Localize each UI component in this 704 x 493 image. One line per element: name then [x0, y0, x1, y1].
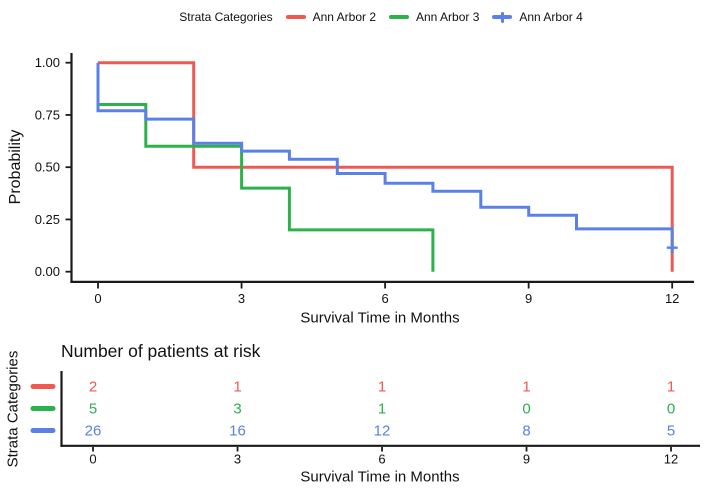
legend-title: Strata Categories — [179, 10, 273, 24]
risk-count: 12 — [374, 423, 391, 440]
legend-item-ann-arbor-2: Ann Arbor 2 — [285, 10, 376, 25]
y-tick-label: 0.75 — [35, 107, 60, 122]
risk-count: 0 — [522, 401, 530, 418]
series-line-ann-arbor-3 — [98, 103, 435, 272]
legend-key-blue-plus-icon — [492, 10, 513, 25]
x-axis-title: Survival Time in Months — [300, 309, 460, 327]
risk-count: 5 — [667, 423, 675, 440]
series-line-ann-arbor-2 — [98, 61, 674, 272]
legend-item-label: Ann Arbor 3 — [416, 10, 480, 24]
legend-item-ann-arbor-4: Ann Arbor 4 — [492, 10, 583, 25]
risk-count: 2 — [89, 379, 97, 396]
risk-count: 1 — [667, 379, 675, 396]
y-axis-title: Probability — [7, 129, 24, 205]
risk-count: 16 — [229, 423, 246, 440]
risk-count: 8 — [522, 423, 530, 440]
legend-item-ann-arbor-3: Ann Arbor 3 — [389, 10, 479, 25]
x-tick-label: 12 — [665, 291, 679, 306]
risk-count: 1 — [522, 379, 530, 396]
risk-table-y-axis-title: Strata Categories — [4, 350, 22, 468]
x-tick-label: 9 — [525, 291, 532, 306]
y-tick-label: 0.00 — [35, 264, 60, 279]
risk-count: 0 — [667, 401, 675, 418]
risk-count: 5 — [89, 401, 97, 418]
risk-table-title: Number of patients at risk — [61, 341, 261, 361]
series-line-ann-arbor-4 — [96, 62, 674, 253]
risk-x-tick-label: 6 — [378, 452, 385, 467]
risk-count: 1 — [378, 401, 386, 418]
x-tick-label: 3 — [238, 291, 245, 306]
legend-key-red-dash-icon — [285, 10, 306, 25]
risk-count: 26 — [85, 423, 102, 440]
legend-key-green-dash-icon — [389, 10, 409, 25]
y-tick-label: 1.00 — [35, 55, 60, 70]
risk-count: 1 — [378, 379, 386, 396]
y-tick-label: 0.50 — [35, 160, 60, 175]
risk-count: 1 — [233, 379, 241, 396]
legend-item-label: Ann Arbor 2 — [312, 10, 376, 24]
legend-item-label: Ann Arbor 4 — [519, 10, 583, 24]
risk-x-tick-label: 9 — [523, 452, 530, 467]
x-tick-label: 6 — [381, 291, 388, 306]
risk-count: 3 — [233, 401, 241, 418]
risk-table-x-axis-title: Survival Time in Months — [300, 468, 460, 486]
legend: Strata Categories Ann Arbor 2 Ann Arbor … — [71, 4, 691, 30]
x-tick-label: 0 — [94, 291, 101, 306]
y-tick-label: 0.25 — [35, 212, 60, 227]
risk-x-tick-label: 0 — [89, 452, 96, 467]
risk-x-tick-label: 12 — [664, 452, 678, 467]
risk-x-tick-label: 3 — [234, 452, 241, 467]
